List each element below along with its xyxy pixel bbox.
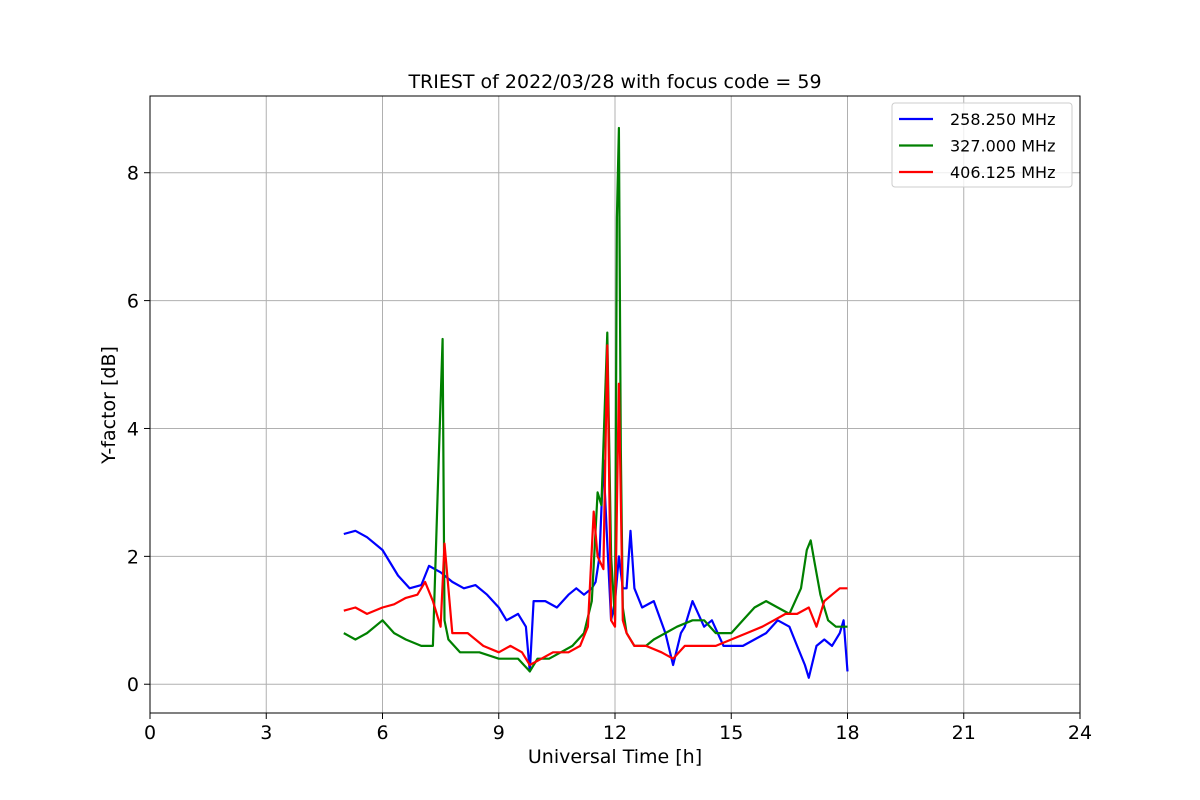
legend-frame bbox=[891, 102, 1073, 188]
series-layer bbox=[343, 126, 849, 679]
y-tick-label: 0 bbox=[127, 674, 139, 696]
series-line-3 bbox=[343, 344, 848, 667]
chart-title: TRIEST of 2022/03/28 with focus code = 5… bbox=[407, 71, 821, 93]
y-tick-label: 2 bbox=[127, 546, 139, 568]
y-tick-label: 4 bbox=[127, 418, 139, 440]
x-tick-label: 3 bbox=[260, 722, 272, 744]
y-axis-label: Y-factor [dB] bbox=[98, 346, 120, 465]
y-tick-label: 6 bbox=[127, 291, 139, 313]
y-tick-label: 8 bbox=[127, 163, 139, 185]
x-tick-label: 18 bbox=[835, 722, 859, 744]
x-axis: 0 3 6 9 12 15 18 21 24 bbox=[144, 713, 1092, 744]
x-tick-label: 21 bbox=[952, 722, 976, 744]
x-tick-label: 12 bbox=[603, 722, 627, 744]
x-tick-label: 0 bbox=[144, 722, 156, 744]
legend-label-3: 406.125 MHz bbox=[950, 163, 1055, 182]
y-axis: 0 2 4 6 8 bbox=[127, 163, 150, 696]
legend: 258.250 MHz 327.000 MHz 406.125 MHz bbox=[891, 102, 1073, 188]
x-tick-label: 15 bbox=[719, 722, 743, 744]
x-axis-label: Universal Time [h] bbox=[528, 746, 702, 768]
x-tick-label: 9 bbox=[493, 722, 505, 744]
x-tick-label: 24 bbox=[1068, 722, 1092, 744]
legend-label-1: 258.250 MHz bbox=[950, 110, 1055, 129]
x-tick-label: 6 bbox=[376, 722, 388, 744]
legend-label-2: 327.000 MHz bbox=[950, 137, 1055, 156]
